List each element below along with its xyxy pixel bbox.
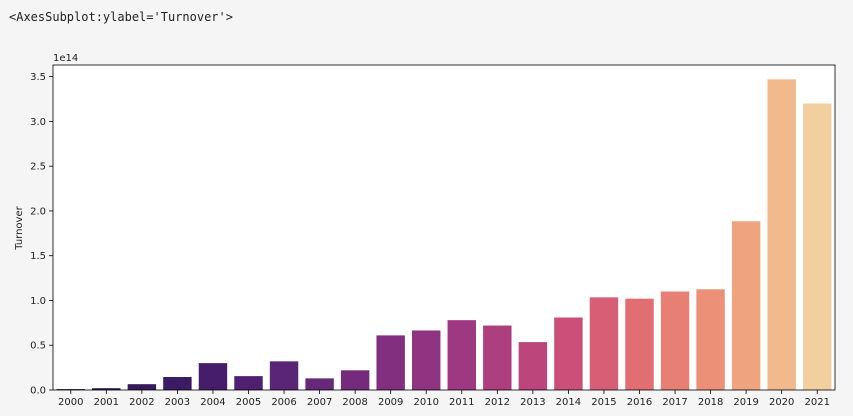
x-tick-label: 2019 bbox=[733, 397, 758, 408]
x-tick-label: 2016 bbox=[627, 397, 652, 408]
x-tick-label: 2003 bbox=[165, 397, 190, 408]
bar-2004 bbox=[198, 363, 228, 390]
x-tick-label: 2021 bbox=[805, 397, 830, 408]
x-tick-label: 2011 bbox=[449, 397, 474, 408]
bar-2018 bbox=[696, 289, 725, 390]
x-tick-label: 2014 bbox=[556, 397, 581, 408]
y-tick-label: 0.0 bbox=[30, 386, 46, 397]
x-tick-label: 2015 bbox=[591, 397, 616, 408]
bar-2010 bbox=[412, 330, 441, 390]
x-tick-label: 2010 bbox=[414, 397, 439, 408]
bar-2017 bbox=[660, 291, 690, 390]
y-tick-label: 2.5 bbox=[30, 162, 46, 173]
x-tick-label: 2006 bbox=[271, 397, 296, 408]
x-tick-label: 2002 bbox=[129, 397, 154, 408]
y-offset-label: 1e14 bbox=[53, 53, 78, 64]
plot-frame bbox=[52, 64, 836, 391]
bar-2020 bbox=[767, 79, 796, 390]
bar-2006 bbox=[269, 361, 299, 390]
bar-2015 bbox=[589, 297, 619, 390]
bar-2019 bbox=[731, 221, 761, 390]
x-ticks-group: 2000 2001 2002 2003 2004 2005 2006 2007 2008 2009… bbox=[58, 390, 830, 408]
bar-2009 bbox=[376, 335, 405, 390]
x-tick-label: 2013 bbox=[520, 397, 545, 408]
bar-2013 bbox=[518, 342, 548, 390]
bar-2014 bbox=[554, 317, 583, 390]
x-tick-label: 2018 bbox=[698, 397, 723, 408]
x-tick-label: 2008 bbox=[342, 397, 367, 408]
bar-2016 bbox=[625, 298, 654, 390]
y-tick-label: 3.5 bbox=[30, 72, 46, 83]
x-tick-label: 2001 bbox=[94, 397, 119, 408]
y-axis-label: Turnover bbox=[14, 205, 25, 250]
bar-2005 bbox=[234, 376, 263, 390]
bar-2007 bbox=[305, 378, 334, 390]
x-tick-label: 2007 bbox=[307, 397, 332, 408]
y-tick-label: 1.0 bbox=[30, 296, 46, 307]
x-tick-label: 2005 bbox=[236, 397, 261, 408]
axes-repr-text: <AxesSubplot:ylabel='Turnover'> bbox=[9, 10, 233, 24]
y-tick-label: 0.5 bbox=[30, 341, 46, 352]
x-tick-label: 2017 bbox=[662, 397, 687, 408]
bars-group bbox=[56, 79, 832, 390]
y-tick-label: 3.0 bbox=[30, 117, 46, 128]
x-tick-label: 2012 bbox=[485, 397, 510, 408]
bar-2012 bbox=[483, 325, 512, 390]
bar-2021 bbox=[803, 103, 832, 390]
bar-2008 bbox=[340, 370, 370, 390]
x-tick-label: 2009 bbox=[378, 397, 403, 408]
x-tick-label: 2004 bbox=[200, 397, 225, 408]
bar-2003 bbox=[163, 377, 192, 390]
x-tick-label: 2020 bbox=[769, 397, 794, 408]
bar-2002 bbox=[127, 384, 157, 390]
y-tick-label: 1.5 bbox=[30, 251, 46, 262]
x-tick-label: 2000 bbox=[58, 397, 83, 408]
y-tick-label: 2.0 bbox=[30, 206, 46, 217]
bar-2001 bbox=[92, 388, 121, 390]
bar-2000 bbox=[56, 389, 85, 390]
bar-2011 bbox=[447, 320, 476, 390]
y-ticks-group: 0.0 0.5 1.0 1.5 2.0 2.5 3.0 3.5 bbox=[30, 72, 53, 397]
